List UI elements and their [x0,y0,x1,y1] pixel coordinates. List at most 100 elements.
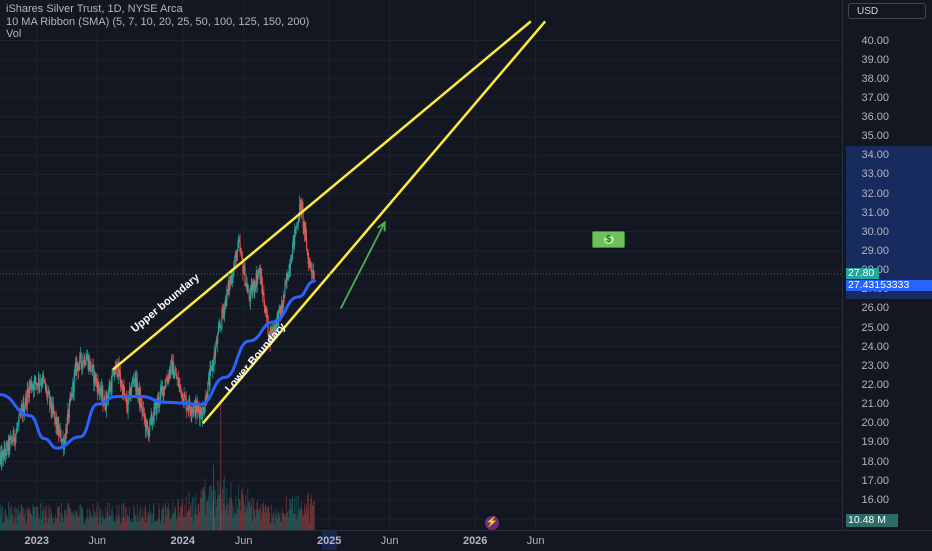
volume-bar [258,510,259,530]
volume-bar [259,508,260,530]
volume-bar [158,518,159,530]
volume-bar [181,507,182,530]
volume-bar [16,523,17,530]
volume-bar [264,506,265,530]
symbol-title[interactable]: iShares Silver Trust, 1D, NYSE Arca [6,3,309,16]
lightning-icon[interactable]: ⚡ [485,516,499,530]
price-tick-label: 36.00 [849,111,889,123]
volume-bar [165,506,166,530]
volume-bar [273,512,274,530]
volume-bar [85,520,86,530]
price-tick-label: 18.00 [849,456,889,468]
volume-bar [289,509,290,530]
volume-bar [196,515,197,530]
price-tick-label: 26.00 [849,302,889,314]
price-tick-label: 24.00 [849,341,889,353]
volume-bar [117,505,118,530]
volume-bar [42,502,43,530]
volume-bar [2,523,3,530]
volume-bar [68,502,69,530]
volume-bar [58,506,59,530]
volume-bar [49,503,50,530]
candle-body [90,362,91,372]
volume-bar [159,509,160,530]
volume-bar [142,519,143,530]
volume-bar [239,499,240,530]
volume-bar [299,511,300,530]
volume-bar [23,516,24,530]
volume-bar [91,519,92,530]
volume-bar [96,517,97,530]
price-tick-label: 22.00 [849,379,889,391]
volume-bar [196,495,197,530]
volume-bar [137,505,138,530]
volume-bar [102,510,103,530]
currency-button[interactable]: USD [848,3,926,19]
volume-bar [254,506,255,530]
volume-bar [112,519,113,530]
volume-bar [219,495,220,530]
price-tick-label: 25.00 [849,322,889,334]
volume-bar [282,513,283,530]
volume-bar [73,514,74,530]
volume-bar [194,514,195,530]
volume-bar [294,498,295,530]
volume-bar [14,519,15,530]
volume-bar [125,506,126,530]
volume-bar [167,507,168,530]
volume-bar [119,505,120,530]
volume-bar [64,509,65,530]
volume-bar [313,505,314,530]
volume-bar [154,522,155,530]
volume-bar [140,505,141,530]
volume-bar [310,505,311,530]
volume-bar [82,508,83,530]
volume-bar [67,506,68,530]
money-icon: $ [592,231,625,248]
volume-bar [33,507,34,530]
volume-bar [290,499,291,530]
volume-bar [215,490,216,530]
volume-bar [31,514,32,530]
volume-bar [107,512,108,530]
volume-bar [12,516,13,530]
volume-bar [2,506,3,530]
volume-title[interactable]: Vol [6,28,309,41]
volume-bar [163,504,164,530]
volume-bar [61,502,62,530]
volume-bar [5,511,6,530]
volume-bar [231,497,232,530]
volume-bar [145,504,146,530]
volume-bar [264,512,265,530]
volume-bar [313,502,314,530]
volume-bar [152,514,153,530]
volume-bar [217,499,218,530]
candle-body [16,433,17,435]
volume-bar [243,500,244,530]
volume-bar [253,498,254,530]
volume-bar [25,509,26,530]
volume-bar [160,523,161,530]
volume-bar [19,513,20,530]
volume-bar [103,515,104,530]
volume-bar [132,523,133,530]
volume-bar [203,487,204,530]
volume-bar [301,510,302,530]
volume-bar [163,507,164,530]
volume-bar [37,508,38,530]
volume-bar [172,514,173,530]
indicator-title[interactable]: 10 MA Ribbon (SMA) (5, 7, 10, 20, 25, 50… [6,16,309,29]
volume-bar [36,507,37,530]
price-tick-label: 34.00 [849,149,889,161]
volume-bar [143,516,144,530]
volume-bar [223,479,224,530]
volume-bar [206,502,207,530]
volume-bar [58,506,59,530]
volume-bar [195,506,196,530]
volume-bar [226,506,227,530]
volume-bar [9,506,10,530]
volume-bar [62,517,63,530]
volume-bar [212,502,213,530]
